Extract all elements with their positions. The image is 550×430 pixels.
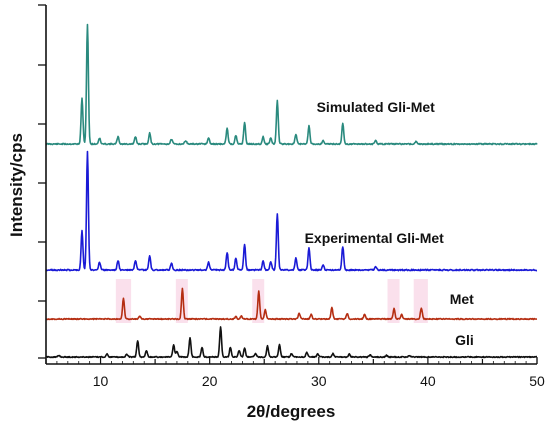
series-label-3: Gli [455,332,474,348]
series-label-1: Experimental Gli-Met [305,230,445,246]
highlight-band-4 [413,279,428,323]
series-labels: Simulated Gli-Met Experimental Gli-Met Met… [305,99,475,348]
x-ticks: 10 20 30 40 50 [45,357,545,389]
diffraction-traces [45,23,538,359]
series-label-0: Simulated Gli-Met [317,99,436,115]
x-tick-label-40: 40 [420,373,436,389]
trace-3 [45,326,538,359]
highlight-band-3 [387,279,400,323]
trace-2 [45,287,538,321]
trace-1 [45,150,538,272]
series-label-2: Met [450,291,474,307]
x-tick-label-50: 50 [529,373,545,389]
x-tick-label-20: 20 [202,373,218,389]
x-tick-label-10: 10 [93,373,109,389]
y-ticks [38,4,46,359]
x-tick-label-30: 30 [311,373,327,389]
y-axis-title: Intensity/cps [7,133,26,237]
trace-0 [45,23,538,146]
highlight-bands [115,279,428,323]
x-axis-title: 2θ/degrees [247,402,336,421]
